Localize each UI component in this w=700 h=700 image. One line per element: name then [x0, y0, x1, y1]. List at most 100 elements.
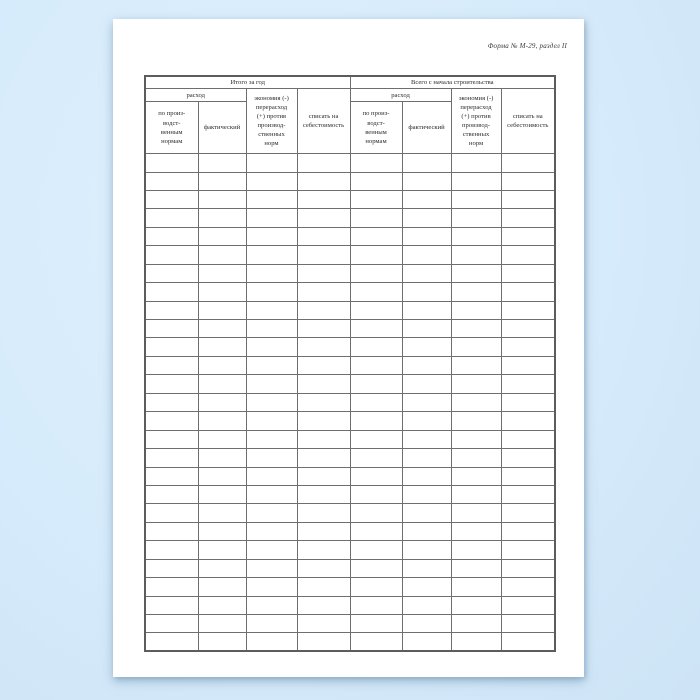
empty-cell: [450, 411, 502, 431]
empty-cell: [349, 171, 403, 191]
empty-cell: [144, 632, 199, 652]
empty-cell: [450, 632, 502, 652]
table-row: [144, 577, 556, 597]
empty-cell: [401, 503, 452, 523]
empty-cell: [197, 319, 247, 339]
empty-cell: [144, 153, 199, 173]
empty-cell: [296, 411, 351, 431]
empty-cell: [197, 392, 247, 413]
empty-cell: [144, 171, 199, 191]
table-row: [144, 208, 556, 228]
empty-cell: [500, 614, 556, 634]
table-row: [144, 558, 556, 579]
empty-cell: [245, 429, 298, 450]
empty-cell: [144, 355, 199, 376]
empty-cell: [296, 245, 351, 265]
empty-cell: [349, 503, 403, 523]
empty-cell: [296, 337, 351, 357]
empty-cell: [197, 521, 247, 542]
empty-cell: [197, 614, 247, 634]
empty-cell: [401, 466, 452, 486]
empty-cell: [144, 521, 199, 542]
empty-cell: [349, 429, 403, 450]
empty-cell: [500, 484, 556, 505]
empty-cell: [450, 171, 502, 191]
table-row: [144, 171, 556, 191]
table-row: [144, 484, 556, 505]
empty-cell: [401, 319, 452, 339]
header-economy-year: экономия (-) перерасход (+) против произ…: [245, 88, 298, 155]
empty-cell: [450, 466, 502, 486]
table-row: [144, 466, 556, 486]
empty-cell: [144, 448, 199, 468]
empty-cell: [144, 558, 199, 579]
empty-cell: [245, 245, 298, 265]
group-header-year-total: Итого за год: [144, 75, 351, 90]
empty-cell: [144, 263, 199, 284]
header-economy-total: экономия (-) перерасход (+) против произ…: [450, 88, 502, 155]
empty-cell: [349, 540, 403, 560]
empty-cell: [349, 337, 403, 357]
empty-cell: [245, 448, 298, 468]
empty-cell: [401, 521, 452, 542]
table-row: [144, 632, 556, 652]
empty-cell: [197, 411, 247, 431]
empty-cell: [349, 558, 403, 579]
empty-cell: [197, 484, 247, 505]
empty-cell: [500, 466, 556, 486]
empty-cell: [450, 337, 502, 357]
empty-cell: [450, 263, 502, 284]
empty-cell: [450, 319, 502, 339]
empty-cell: [450, 208, 502, 228]
empty-cell: [144, 337, 199, 357]
empty-cell: [197, 337, 247, 357]
empty-cell: [349, 392, 403, 413]
empty-cell: [401, 448, 452, 468]
empty-cell: [144, 429, 199, 450]
empty-cell: [349, 263, 403, 284]
empty-cell: [197, 171, 247, 191]
header-actual-total: фактический: [401, 101, 452, 155]
empty-cell: [197, 300, 247, 321]
table-row: [144, 337, 556, 357]
material-usage-table: Итого за год Всего с начала строительств…: [144, 75, 557, 653]
empty-cell: [349, 300, 403, 321]
empty-cell: [245, 374, 298, 394]
empty-cell: [296, 153, 351, 173]
empty-cell: [401, 355, 452, 376]
empty-cell: [296, 595, 351, 616]
empty-cell: [144, 503, 199, 523]
empty-cell: [450, 448, 502, 468]
form-number-label: Форма № М-29, раздел II: [487, 42, 567, 50]
table-row: [144, 540, 556, 560]
empty-cell: [144, 411, 199, 431]
empty-cell: [245, 521, 298, 542]
empty-cell: [296, 374, 351, 394]
empty-cell: [197, 153, 247, 173]
table-row: [144, 521, 556, 542]
empty-cell: [245, 226, 298, 247]
empty-cell: [296, 300, 351, 321]
empty-cell: [296, 171, 351, 191]
table-row: [144, 614, 556, 634]
empty-cell: [144, 282, 199, 302]
empty-cell: [197, 448, 247, 468]
empty-cell: [349, 153, 403, 173]
empty-cell: [144, 595, 199, 616]
empty-cell: [450, 595, 502, 616]
empty-cell: [500, 429, 556, 450]
table-row: [144, 282, 556, 302]
empty-cell: [349, 448, 403, 468]
empty-cell: [245, 319, 298, 339]
empty-cell: [401, 558, 452, 579]
table-row: [144, 153, 556, 173]
empty-cell: [500, 263, 556, 284]
empty-cell: [500, 337, 556, 357]
empty-cell: [197, 226, 247, 247]
empty-cell: [500, 392, 556, 413]
empty-cell: [401, 595, 452, 616]
empty-cell: [500, 300, 556, 321]
empty-cell: [450, 558, 502, 579]
table-row: [144, 300, 556, 321]
empty-cell: [450, 282, 502, 302]
